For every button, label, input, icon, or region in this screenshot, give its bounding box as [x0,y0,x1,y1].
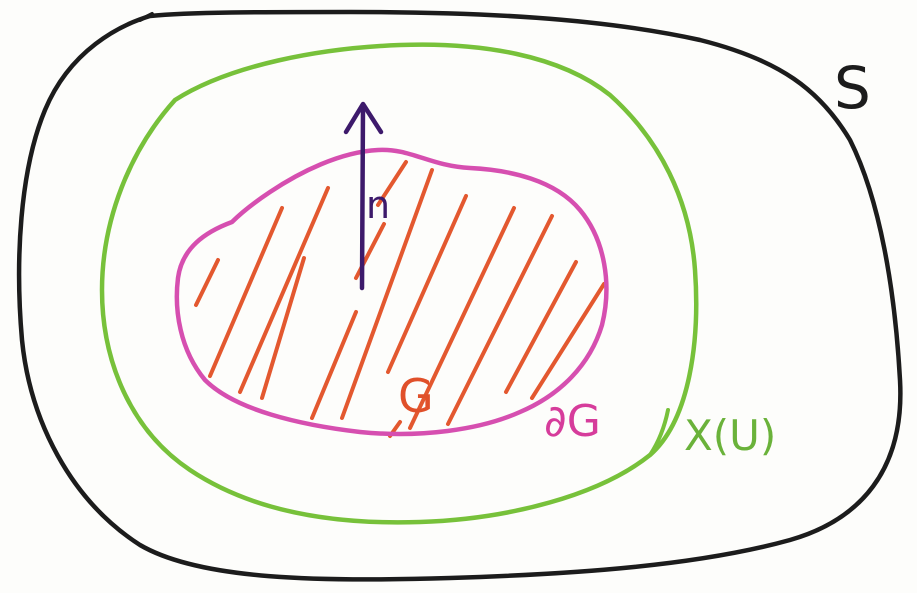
hatch-stroke [208,206,284,378]
normal-label: n [366,183,390,227]
normal-arrow-head [343,101,384,135]
boundary-outline [174,147,609,437]
hatch-stroke [238,186,330,394]
hatch-stroke [340,168,434,420]
chart-image-label: X(U) [684,411,776,460]
surface-outline [16,9,903,582]
hatch-stroke [386,194,468,374]
hatch-stroke [446,214,554,426]
surface-label: S [834,54,871,122]
normal-arrow-shaft [359,103,366,291]
hatch-stroke [530,282,606,400]
chart-image-tail [648,408,670,457]
region-label: G [398,369,434,423]
hatch-stroke [408,206,516,430]
hatch-stroke [376,160,408,207]
surface-tick [138,12,154,22]
normal-arrow [343,101,384,291]
hatch-stroke [194,258,220,307]
hatch-stroke [310,310,358,420]
hatch-stroke [504,260,578,394]
region-hatching [194,160,606,438]
hatch-stroke [260,256,306,400]
boundary-label: ∂G [544,396,601,447]
